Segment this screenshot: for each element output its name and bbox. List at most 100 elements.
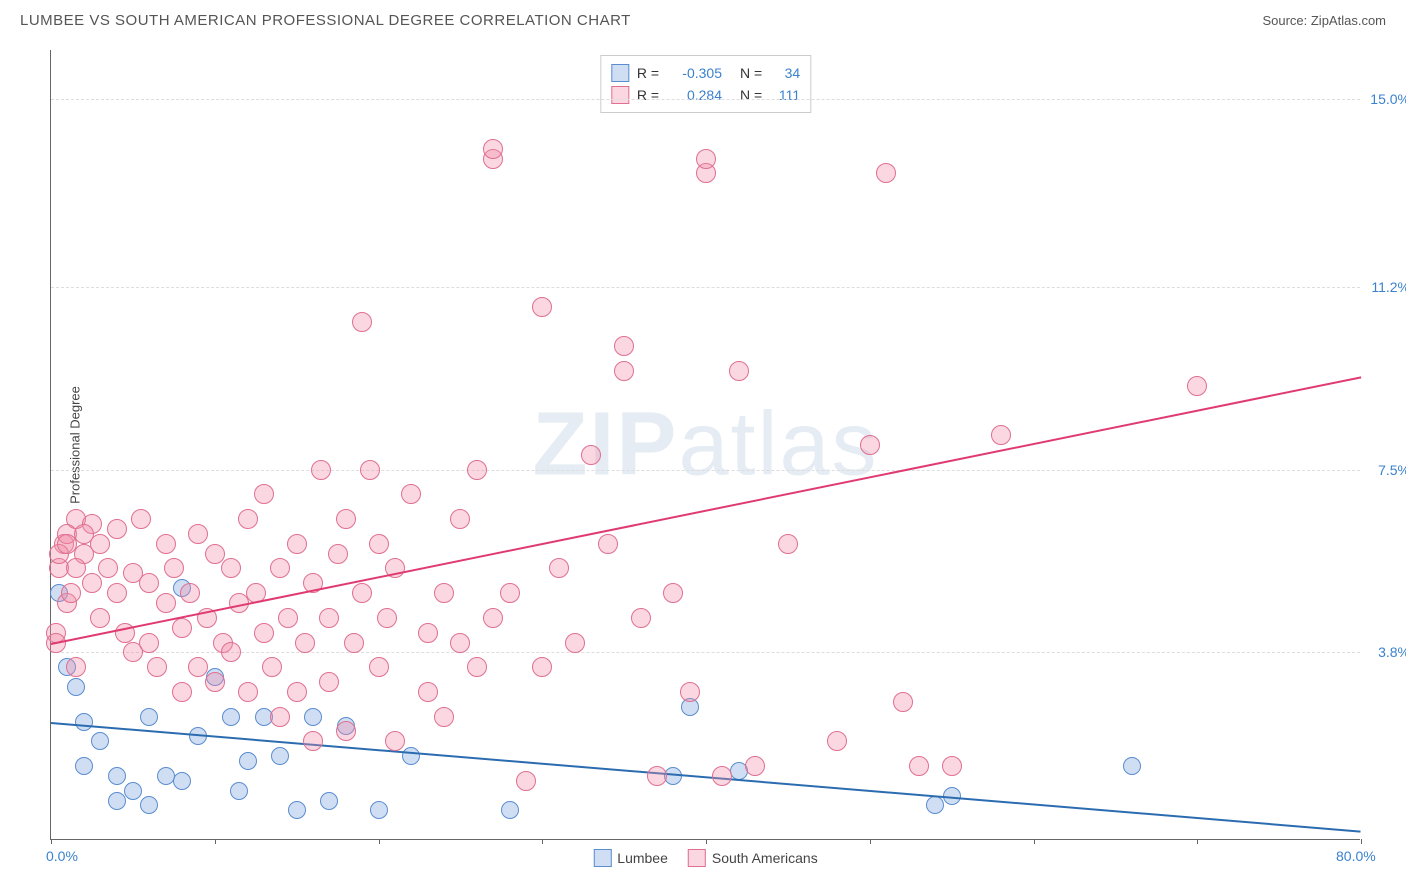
scatter-point bbox=[238, 682, 258, 702]
scatter-point bbox=[369, 657, 389, 677]
scatter-point bbox=[631, 608, 651, 628]
scatter-point bbox=[74, 524, 94, 544]
scatter-point bbox=[1187, 376, 1207, 396]
scatter-point bbox=[205, 672, 225, 692]
scatter-point bbox=[156, 593, 176, 613]
scatter-point bbox=[377, 608, 397, 628]
legend-row: R =-0.305N =34 bbox=[611, 62, 800, 84]
series-legend-item: South Americans bbox=[688, 849, 818, 867]
scatter-point bbox=[712, 766, 732, 786]
scatter-point bbox=[418, 623, 438, 643]
scatter-point bbox=[221, 642, 241, 662]
series-legend-label: Lumbee bbox=[617, 850, 668, 866]
grid-line bbox=[51, 287, 1360, 288]
scatter-point bbox=[319, 672, 339, 692]
scatter-point bbox=[172, 682, 192, 702]
scatter-point bbox=[270, 558, 290, 578]
scatter-point bbox=[565, 633, 585, 653]
scatter-point bbox=[66, 657, 86, 677]
scatter-point bbox=[549, 558, 569, 578]
legend-n-label: N = bbox=[740, 87, 762, 103]
scatter-point bbox=[434, 707, 454, 727]
x-tick-label: 80.0% bbox=[1336, 848, 1376, 864]
legend-swatch bbox=[593, 849, 611, 867]
scatter-point bbox=[598, 534, 618, 554]
watermark: ZIPatlas bbox=[532, 393, 878, 496]
legend-swatch bbox=[611, 86, 629, 104]
scatter-point bbox=[82, 573, 102, 593]
correlation-legend: R =-0.305N =34 R = 0.284 N = 111 bbox=[600, 55, 811, 113]
legend-swatch bbox=[611, 64, 629, 82]
scatter-point bbox=[532, 657, 552, 677]
scatter-point bbox=[647, 766, 667, 786]
watermark-bold: ZIP bbox=[532, 394, 678, 494]
scatter-point bbox=[516, 771, 536, 791]
scatter-point bbox=[745, 756, 765, 776]
scatter-point bbox=[67, 678, 85, 696]
scatter-point bbox=[221, 558, 241, 578]
scatter-point bbox=[66, 558, 86, 578]
scatter-point bbox=[139, 633, 159, 653]
scatter-point bbox=[147, 657, 167, 677]
scatter-point bbox=[90, 608, 110, 628]
scatter-point bbox=[239, 752, 257, 770]
scatter-point bbox=[991, 425, 1011, 445]
scatter-point bbox=[344, 633, 364, 653]
scatter-point bbox=[131, 509, 151, 529]
scatter-point bbox=[942, 756, 962, 776]
chart-container: LUMBEE VS SOUTH AMERICAN PROFESSIONAL DE… bbox=[0, 0, 1406, 892]
scatter-point bbox=[222, 708, 240, 726]
scatter-point bbox=[827, 731, 847, 751]
scatter-point bbox=[173, 772, 191, 790]
scatter-point bbox=[401, 484, 421, 504]
scatter-point bbox=[75, 757, 93, 775]
x-tick-mark bbox=[215, 839, 216, 844]
scatter-point bbox=[696, 149, 716, 169]
scatter-point bbox=[467, 460, 487, 480]
grid-line bbox=[51, 470, 1360, 471]
scatter-point bbox=[320, 792, 338, 810]
legend-swatch bbox=[688, 849, 706, 867]
scatter-point bbox=[614, 361, 634, 381]
grid-line bbox=[51, 99, 1360, 100]
scatter-point bbox=[188, 657, 208, 677]
scatter-point bbox=[107, 583, 127, 603]
scatter-point bbox=[108, 792, 126, 810]
legend-n-value: 34 bbox=[770, 65, 800, 81]
scatter-point bbox=[336, 509, 356, 529]
scatter-point bbox=[614, 336, 634, 356]
scatter-point bbox=[483, 139, 503, 159]
x-tick-mark bbox=[870, 839, 871, 844]
scatter-point bbox=[418, 682, 438, 702]
scatter-point bbox=[402, 747, 420, 765]
legend-r-value: 0.284 bbox=[667, 87, 722, 103]
y-tick-label: 7.5% bbox=[1365, 462, 1406, 478]
scatter-point bbox=[385, 731, 405, 751]
legend-n-value: 111 bbox=[770, 87, 800, 103]
scatter-point bbox=[270, 707, 290, 727]
scatter-point bbox=[157, 767, 175, 785]
scatter-point bbox=[434, 583, 454, 603]
x-tick-mark bbox=[542, 839, 543, 844]
scatter-point bbox=[91, 732, 109, 750]
scatter-point bbox=[124, 782, 142, 800]
x-tick-mark bbox=[51, 839, 52, 844]
scatter-point bbox=[467, 657, 487, 677]
legend-row: R = 0.284 N = 111 bbox=[611, 84, 800, 106]
scatter-point bbox=[271, 747, 289, 765]
scatter-point bbox=[729, 361, 749, 381]
scatter-point bbox=[680, 682, 700, 702]
grid-line bbox=[51, 652, 1360, 653]
scatter-point bbox=[295, 633, 315, 653]
scatter-point bbox=[303, 731, 323, 751]
scatter-point bbox=[328, 544, 348, 564]
scatter-point bbox=[581, 445, 601, 465]
scatter-point bbox=[139, 573, 159, 593]
legend-r-value: -0.305 bbox=[667, 65, 722, 81]
scatter-point bbox=[500, 583, 520, 603]
legend-r-label: R = bbox=[637, 87, 659, 103]
plot-area: Professional Degree ZIPatlas R =-0.305N … bbox=[50, 50, 1360, 840]
scatter-point bbox=[180, 583, 200, 603]
series-legend-item: Lumbee bbox=[593, 849, 668, 867]
y-tick-label: 11.2% bbox=[1365, 279, 1406, 295]
